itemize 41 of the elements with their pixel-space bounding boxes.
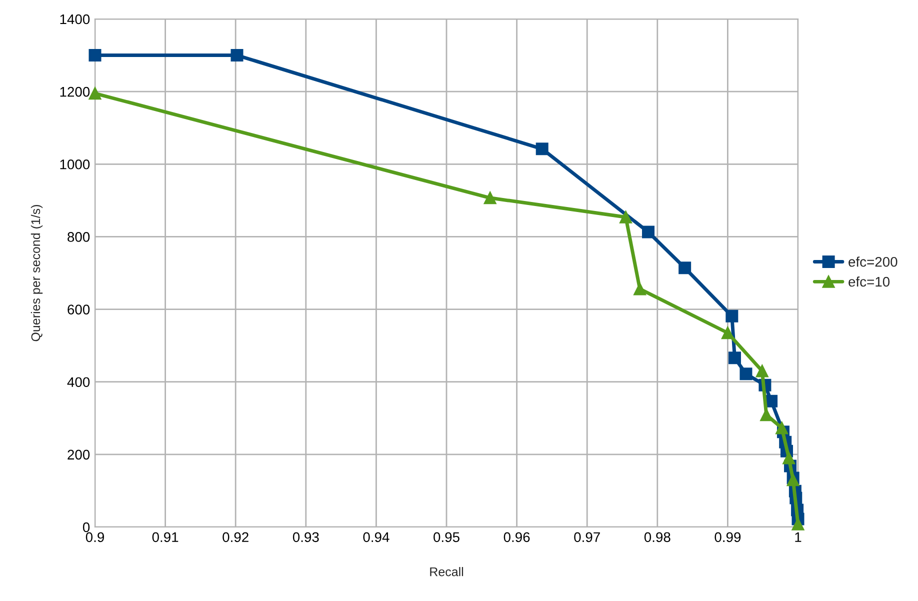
x-tick-label: 0.91 <box>152 532 178 542</box>
x-axis-title: Recall <box>430 567 464 576</box>
point <box>230 49 244 62</box>
point <box>620 210 632 224</box>
point <box>721 326 734 340</box>
y-tick-label: 800 <box>68 232 90 242</box>
x-tick-label: 0.94 <box>363 532 390 542</box>
x-tick-label: 0.93 <box>292 532 319 542</box>
y-tick-label: 1200 <box>60 86 90 97</box>
x-tick-label: 1 <box>795 532 802 542</box>
point <box>484 192 496 204</box>
point <box>740 368 752 380</box>
y-axis-title: Queries per second (1/s) <box>30 204 43 342</box>
y-tick-label: 200 <box>68 450 90 460</box>
point <box>792 518 804 530</box>
point <box>756 364 768 378</box>
y-tick-label: 0 <box>82 522 90 532</box>
legend-label: efc=10 <box>848 276 890 287</box>
point <box>776 422 788 434</box>
x-tick-label: 0.96 <box>504 532 530 542</box>
y-tick-label: 600 <box>68 304 90 314</box>
x-tick-label: 0.98 <box>644 532 670 542</box>
legend-label: efc=200 <box>848 256 898 267</box>
x-tick-label: 0.9 <box>86 532 104 542</box>
x-tick-label: 0.97 <box>574 532 600 542</box>
point <box>536 142 548 156</box>
point <box>88 87 102 100</box>
y-tick-label: 400 <box>67 377 90 388</box>
point <box>634 282 646 296</box>
x-tick-label: 0.95 <box>434 532 460 542</box>
point <box>760 408 773 422</box>
y-tick-label: 1400 <box>60 14 90 24</box>
point <box>678 262 692 274</box>
x-tick-label: 0.92 <box>222 532 248 542</box>
point <box>726 310 738 322</box>
point <box>728 352 741 364</box>
x-tick-label: 0.99 <box>714 532 741 542</box>
point <box>782 452 796 464</box>
y-tick-label: 1000 <box>60 159 90 170</box>
point <box>88 49 102 62</box>
point <box>642 226 655 238</box>
